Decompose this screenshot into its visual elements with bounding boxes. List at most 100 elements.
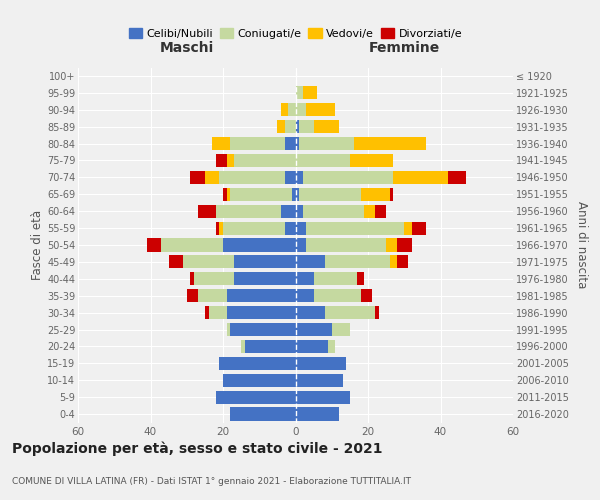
Bar [314, 272, 357, 285]
Bar [296, 204, 303, 218]
Bar [147, 238, 161, 252]
Bar [216, 222, 220, 234]
Bar [325, 306, 375, 319]
Bar [361, 188, 390, 201]
Bar [314, 120, 339, 134]
Bar [284, 222, 296, 234]
Bar [296, 103, 307, 117]
Bar [307, 222, 404, 234]
Bar [397, 238, 412, 252]
Y-axis label: Anni di nascita: Anni di nascita [575, 202, 588, 288]
Bar [303, 204, 364, 218]
Bar [296, 356, 346, 370]
Bar [223, 188, 227, 201]
Bar [284, 171, 296, 184]
Bar [209, 306, 227, 319]
Bar [296, 256, 325, 268]
Bar [190, 272, 194, 285]
Bar [183, 256, 234, 268]
Bar [296, 306, 325, 319]
Bar [284, 120, 296, 134]
Bar [216, 154, 227, 167]
Bar [375, 204, 386, 218]
Bar [220, 222, 223, 234]
Bar [296, 222, 307, 234]
Bar [227, 323, 230, 336]
Bar [325, 256, 390, 268]
Bar [161, 238, 223, 252]
Bar [390, 188, 394, 201]
Bar [296, 289, 314, 302]
Bar [296, 154, 350, 167]
Bar [223, 222, 284, 234]
Bar [227, 188, 230, 201]
Bar [307, 103, 335, 117]
Bar [227, 306, 296, 319]
Bar [364, 204, 375, 218]
Bar [350, 154, 394, 167]
Bar [296, 86, 303, 100]
Bar [277, 120, 284, 134]
Bar [307, 238, 386, 252]
Bar [281, 204, 296, 218]
Bar [397, 256, 408, 268]
Bar [353, 137, 426, 150]
Bar [190, 171, 205, 184]
Bar [230, 137, 284, 150]
Bar [234, 256, 296, 268]
Bar [390, 256, 397, 268]
Bar [197, 289, 227, 302]
Bar [223, 374, 296, 387]
Bar [227, 289, 296, 302]
Text: Femmine: Femmine [368, 41, 440, 55]
Y-axis label: Fasce di età: Fasce di età [31, 210, 44, 280]
Bar [299, 120, 314, 134]
Bar [212, 137, 230, 150]
Bar [194, 272, 234, 285]
Bar [205, 306, 209, 319]
Bar [296, 171, 303, 184]
Bar [230, 323, 296, 336]
Bar [281, 103, 288, 117]
Bar [386, 238, 397, 252]
Bar [314, 289, 361, 302]
Bar [292, 188, 296, 201]
Bar [227, 154, 234, 167]
Bar [220, 356, 296, 370]
Bar [296, 120, 299, 134]
Text: COMUNE DI VILLA LATINA (FR) - Dati ISTAT 1° gennaio 2021 - Elaborazione TUTTITAL: COMUNE DI VILLA LATINA (FR) - Dati ISTAT… [12, 477, 411, 486]
Bar [205, 171, 220, 184]
Bar [299, 137, 353, 150]
Text: Maschi: Maschi [160, 41, 214, 55]
Bar [245, 340, 296, 353]
Bar [404, 222, 412, 234]
Bar [234, 272, 296, 285]
Bar [216, 204, 281, 218]
Bar [296, 374, 343, 387]
Bar [412, 222, 426, 234]
Bar [296, 137, 299, 150]
Bar [296, 390, 350, 404]
Bar [296, 238, 307, 252]
Bar [357, 272, 364, 285]
Bar [216, 390, 296, 404]
Text: Popolazione per età, sesso e stato civile - 2021: Popolazione per età, sesso e stato civil… [12, 441, 383, 456]
Bar [223, 238, 296, 252]
Bar [328, 340, 335, 353]
Bar [296, 323, 332, 336]
Bar [187, 289, 197, 302]
Bar [296, 340, 328, 353]
Bar [394, 171, 448, 184]
Bar [241, 340, 245, 353]
Bar [303, 86, 317, 100]
Bar [197, 204, 216, 218]
Legend: Celibi/Nubili, Coniugati/e, Vedovi/e, Divorziati/e: Celibi/Nubili, Coniugati/e, Vedovi/e, Di… [124, 24, 467, 43]
Bar [361, 289, 371, 302]
Bar [230, 188, 292, 201]
Bar [296, 188, 299, 201]
Bar [234, 154, 296, 167]
Bar [296, 408, 339, 420]
Bar [296, 272, 314, 285]
Bar [169, 256, 183, 268]
Bar [230, 408, 296, 420]
